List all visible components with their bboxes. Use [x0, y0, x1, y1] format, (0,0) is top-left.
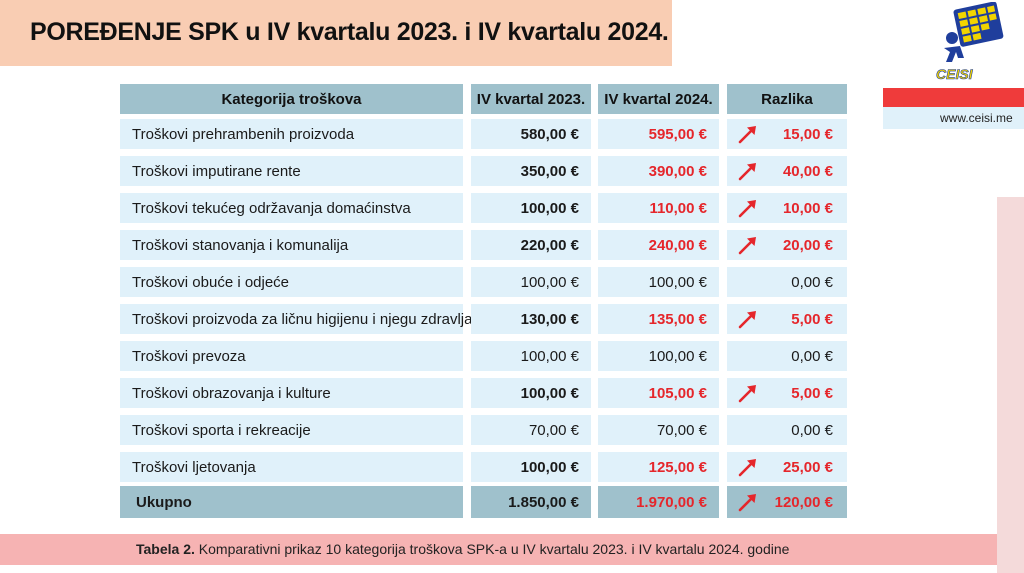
- row-category: Troškovi prehrambenih proizvoda: [120, 119, 463, 149]
- row-category: Troškovi obrazovanja i kulture: [120, 378, 463, 408]
- arrow-up-right-icon: [738, 311, 756, 329]
- row-value-2024: 125,00 €: [598, 452, 719, 482]
- arrow-up-right-icon: [738, 237, 756, 255]
- row-category: Troškovi tekućeg održavanja domaćinstva: [120, 193, 463, 223]
- total-value-2023: 1.850,00 €: [471, 486, 591, 518]
- row-value-2023: 100,00 €: [471, 267, 591, 297]
- row-category: Troškovi prevoza: [120, 341, 463, 371]
- row-value-2023: 70,00 €: [471, 415, 591, 445]
- row-value-2023: 130,00 €: [471, 304, 591, 334]
- caption-band: [0, 534, 997, 565]
- row-difference: 25,00 €: [727, 452, 847, 482]
- row-category: Troškovi obuće i odjeće: [120, 267, 463, 297]
- row-difference: 0,00 €: [727, 415, 847, 445]
- accent-red-bar: [883, 88, 1024, 107]
- row-category: Troškovi imputirane rente: [120, 156, 463, 186]
- arrow-up-right-icon: [738, 126, 756, 144]
- row-value-2024: 100,00 €: [598, 341, 719, 371]
- row-value-2023: 100,00 €: [471, 193, 591, 223]
- row-category: Troškovi proizvoda za ličnu higijenu i n…: [120, 304, 472, 334]
- row-value-2024: 100,00 €: [598, 267, 719, 297]
- total-value-2024: 1.970,00 €: [598, 486, 719, 518]
- logo-text: CEISI: [936, 66, 974, 82]
- row-value-2024: 135,00 €: [598, 304, 719, 334]
- row-value-2023: 350,00 €: [471, 156, 591, 186]
- row-value-2023: 580,00 €: [471, 119, 591, 149]
- row-value-2023: 100,00 €: [471, 452, 591, 482]
- row-difference: 5,00 €: [727, 304, 847, 334]
- arrow-up-right-icon: [738, 200, 756, 218]
- row-difference: 20,00 €: [727, 230, 847, 260]
- row-value-2023: 100,00 €: [471, 378, 591, 408]
- row-value-2024: 105,00 €: [598, 378, 719, 408]
- row-value-2024: 110,00 €: [598, 193, 719, 223]
- caption-text: Komparativni prikaz 10 kategorija troško…: [194, 541, 790, 557]
- row-category: Troškovi stanovanja i komunalija: [120, 230, 463, 260]
- arrow-up-right-icon: [738, 494, 756, 512]
- row-difference: 0,00 €: [727, 267, 847, 297]
- row-value-2024: 595,00 €: [598, 119, 719, 149]
- arrow-up-right-icon: [738, 163, 756, 181]
- row-category: Troškovi sporta i rekreacije: [120, 415, 463, 445]
- decorative-strip: [997, 197, 1024, 573]
- website-url[interactable]: www.ceisi.me: [940, 111, 1013, 125]
- row-value-2023: 220,00 €: [471, 230, 591, 260]
- table-header-1: IV kvartal 2023.: [471, 84, 591, 114]
- ceisi-logo: CEISI: [936, 2, 1004, 82]
- row-difference: 40,00 €: [727, 156, 847, 186]
- total-difference: 120,00 €: [727, 486, 847, 518]
- row-difference: 5,00 €: [727, 378, 847, 408]
- table-header-2: IV kvartal 2024.: [598, 84, 719, 114]
- row-value-2024: 240,00 €: [598, 230, 719, 260]
- arrow-up-right-icon: [738, 459, 756, 477]
- page-title: POREĐENJE SPK u IV kvartalu 2023. i IV k…: [30, 18, 669, 46]
- row-value-2024: 70,00 €: [598, 415, 719, 445]
- row-difference: 15,00 €: [727, 119, 847, 149]
- accent-blue-bar: [883, 107, 1024, 129]
- row-category: Troškovi ljetovanja: [120, 452, 463, 482]
- table-caption: Tabela 2. Komparativni prikaz 10 kategor…: [136, 541, 789, 557]
- row-value-2024: 390,00 €: [598, 156, 719, 186]
- title-band: [0, 0, 672, 66]
- table-header-3: Razlika: [727, 84, 847, 114]
- row-difference: 0,00 €: [727, 341, 847, 371]
- table-header-0: Kategorija troškova: [120, 84, 463, 114]
- arrow-up-right-icon: [738, 385, 756, 403]
- total-label: Ukupno: [120, 486, 463, 518]
- row-difference: 10,00 €: [727, 193, 847, 223]
- caption-prefix: Tabela 2.: [136, 541, 195, 557]
- row-value-2023: 100,00 €: [471, 341, 591, 371]
